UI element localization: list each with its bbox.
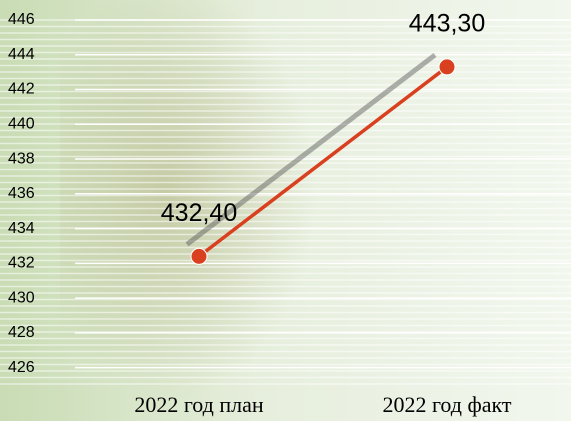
y-tick-label: 428: [8, 324, 35, 341]
x-tick-label: 2022 год план: [134, 392, 264, 417]
line-shadow: [185, 52, 437, 247]
y-tick-label: 432: [8, 255, 35, 272]
y-tick-label: 430: [8, 289, 35, 306]
y-tick-label: 434: [8, 220, 35, 237]
data-point: [190, 247, 208, 265]
y-tick-label: 446: [8, 11, 35, 28]
data-label: 443,30: [409, 10, 485, 38]
x-tick-label: 2022 год факт: [382, 392, 511, 417]
y-tick-label: 426: [8, 359, 35, 376]
y-tick-label: 436: [8, 185, 35, 202]
y-tick-label: 440: [8, 116, 35, 133]
y-tick-label: 442: [8, 81, 35, 98]
series-line: [197, 65, 449, 258]
data-point: [438, 58, 456, 76]
y-tick-label: 444: [8, 46, 35, 63]
data-label: 432,40: [161, 199, 237, 227]
y-tick-label: 438: [8, 150, 35, 167]
